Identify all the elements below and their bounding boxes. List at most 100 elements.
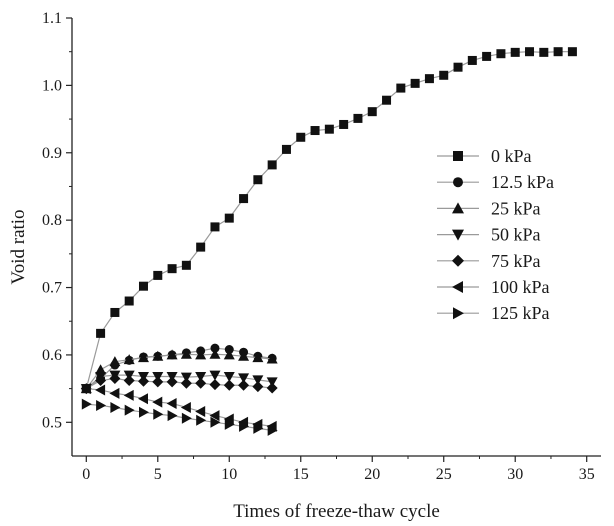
data-point (238, 373, 250, 384)
y-tick-label: 0.6 (42, 347, 62, 364)
data-point (109, 387, 120, 399)
data-point (109, 356, 121, 367)
y-tick-label: 0.5 (42, 414, 62, 431)
data-point (281, 144, 291, 154)
legend-label: 25 kPa (491, 198, 541, 218)
data-point (353, 113, 363, 123)
data-point (223, 413, 234, 425)
legend-item: 0 kPa (437, 146, 532, 166)
data-point (210, 222, 220, 232)
data-point (152, 350, 164, 361)
series-4 (80, 373, 278, 395)
data-point (196, 414, 207, 426)
y-axis-ticks: 0.5 0.6 0.7 0.8 0.9 1.0 1.1 (42, 10, 72, 431)
data-point (223, 379, 235, 391)
series-0 (81, 47, 577, 394)
data-point (296, 132, 306, 142)
data-point (210, 343, 220, 353)
data-point (510, 47, 520, 57)
data-point (181, 260, 191, 270)
data-point (223, 349, 235, 360)
data-point (525, 47, 535, 57)
series-5 (80, 383, 277, 432)
data-point (496, 49, 506, 59)
data-point (195, 371, 207, 382)
data-point (124, 296, 134, 306)
y-tick-label: 1.1 (42, 10, 62, 27)
x-tick-label: 15 (293, 466, 309, 483)
legend-label: 50 kPa (491, 225, 541, 245)
data-point (553, 47, 563, 57)
data-point (539, 47, 549, 57)
data-point (95, 384, 106, 396)
data-point (166, 376, 178, 388)
x-tick-label: 20 (364, 466, 380, 483)
data-point (267, 424, 278, 436)
data-point (239, 420, 250, 432)
legend-item: 100 kPa (437, 277, 550, 297)
legend-item: 75 kPa (437, 251, 541, 271)
data-point (310, 126, 320, 136)
data-point (339, 119, 349, 129)
data-point (152, 396, 163, 408)
y-axis-title: Void ratio (8, 209, 29, 284)
x-tick-label: 0 (82, 466, 90, 483)
data-point (137, 352, 149, 363)
data-point (482, 51, 492, 61)
series-6 (81, 398, 278, 436)
data-point (124, 404, 135, 416)
data-point (252, 381, 264, 393)
data-point (166, 397, 177, 409)
legend-item: 25 kPa (437, 198, 541, 218)
legend-item: 12.5 kPa (437, 172, 554, 192)
data-point (209, 370, 221, 381)
data-point (180, 377, 192, 389)
data-point (266, 353, 278, 364)
data-point (253, 175, 263, 185)
data-point (253, 422, 264, 434)
x-tick-label: 25 (436, 466, 452, 483)
data-point (209, 348, 221, 359)
x-tick-label: 30 (507, 466, 523, 483)
data-point (181, 412, 192, 424)
data-point (367, 107, 377, 117)
legend-marker (452, 202, 464, 214)
data-point (137, 393, 148, 405)
legend-label: 0 kPa (491, 146, 532, 166)
data-point (110, 401, 121, 413)
series-line (85, 51, 573, 389)
legend-marker (452, 281, 463, 293)
legend: 0 kPa 12.5 kPa 25 kPa 50 kPa 75 kPa 100 kPa 12… (437, 146, 554, 323)
x-axis-title: Times of freeze-thaw cycle (233, 501, 440, 522)
data-point (209, 410, 220, 422)
data-point (239, 194, 249, 204)
y-tick-label: 0.9 (42, 145, 62, 162)
data-point (467, 55, 477, 65)
data-point (453, 62, 463, 72)
data-point (138, 281, 148, 291)
data-point (266, 377, 278, 388)
y-tick-label: 0.8 (42, 212, 62, 229)
legend-label: 100 kPa (491, 277, 550, 297)
legend-label: 125 kPa (491, 303, 550, 323)
data-point (95, 375, 107, 387)
legend-marker (452, 229, 464, 241)
data-point (252, 375, 264, 386)
series-layer (80, 47, 577, 436)
legend-label: 12.5 kPa (491, 172, 554, 192)
x-tick-label: 35 (579, 466, 595, 483)
data-point (180, 401, 191, 413)
data-point (80, 383, 91, 395)
data-point (324, 124, 334, 134)
data-point (180, 372, 192, 383)
data-point (567, 47, 577, 57)
legend-marker (452, 254, 464, 267)
data-point (167, 264, 177, 274)
data-point (195, 349, 207, 360)
data-point (138, 406, 149, 418)
x-tick-label: 10 (221, 466, 237, 483)
data-point (95, 364, 107, 375)
y-tick-label: 0.7 (42, 280, 62, 297)
data-point (137, 375, 149, 387)
